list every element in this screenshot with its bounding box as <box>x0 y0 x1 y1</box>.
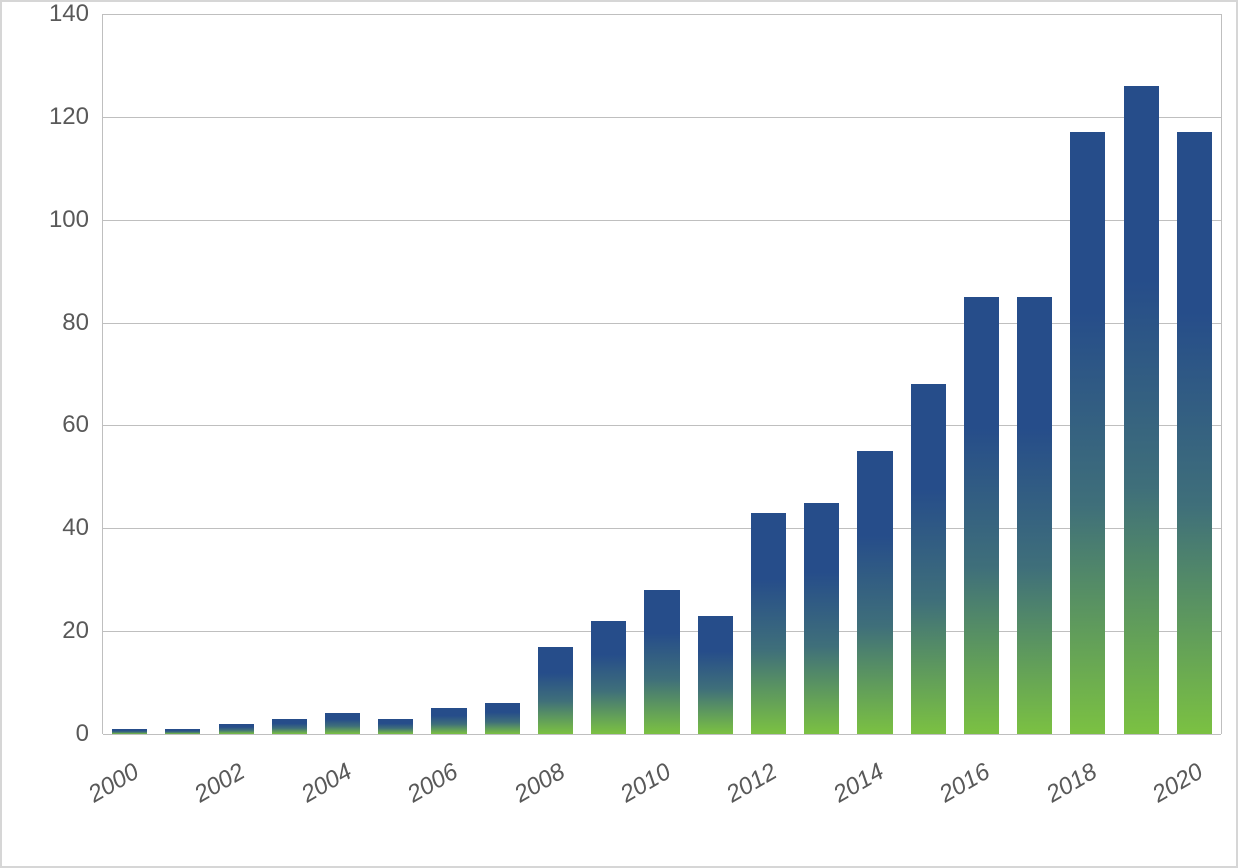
bar <box>165 729 200 734</box>
plot-area: 0204060801001201402000200220042006200820… <box>102 14 1222 734</box>
bar <box>911 384 946 734</box>
bar <box>485 703 520 734</box>
x-tick-label: 2010 <box>616 758 676 809</box>
y-tick-label: 40 <box>62 514 103 542</box>
x-tick-label: 2000 <box>83 758 143 809</box>
gridline <box>103 220 1221 221</box>
y-tick-label: 140 <box>49 0 103 28</box>
y-tick-label: 0 <box>76 720 103 748</box>
chart-frame: 0 20 40 60 80 100 120 140 2000 2002 2004 2006 2008 20… <box>0 0 1238 868</box>
bar <box>112 729 147 734</box>
y-tick-label: 120 <box>49 103 103 131</box>
x-tick-label: 2008 <box>509 758 569 809</box>
gridline <box>103 323 1221 324</box>
gridline <box>103 117 1221 118</box>
bar <box>1124 86 1159 734</box>
bar <box>644 590 679 734</box>
bar <box>325 713 360 734</box>
bar <box>1070 132 1105 734</box>
x-tick-label: 2016 <box>935 758 995 809</box>
bar <box>219 724 254 734</box>
x-tick-label: 2018 <box>1042 758 1102 809</box>
bar <box>751 513 786 734</box>
x-tick-label: 2004 <box>296 758 356 809</box>
bar <box>591 621 626 734</box>
bar <box>857 451 892 734</box>
bar <box>272 719 307 734</box>
bar <box>378 719 413 734</box>
y-tick-label: 60 <box>62 411 103 439</box>
x-tick-label: 2012 <box>722 758 782 809</box>
bar <box>431 708 466 734</box>
bar <box>804 503 839 734</box>
bar <box>538 647 573 734</box>
gridline <box>103 425 1221 426</box>
y-tick-label: 80 <box>62 309 103 337</box>
gridline <box>103 14 1221 15</box>
y-tick-label: 20 <box>62 617 103 645</box>
x-tick-label: 2014 <box>829 758 889 809</box>
bar <box>698 616 733 734</box>
x-tick-label: 2006 <box>403 758 463 809</box>
gridline <box>103 528 1221 529</box>
x-axis-line <box>103 734 1221 735</box>
x-tick-label: 2020 <box>1148 758 1208 809</box>
bar <box>1017 297 1052 734</box>
bar <box>1177 132 1212 734</box>
y-tick-label: 100 <box>49 206 103 234</box>
x-tick-label: 2002 <box>190 758 250 809</box>
bar <box>964 297 999 734</box>
